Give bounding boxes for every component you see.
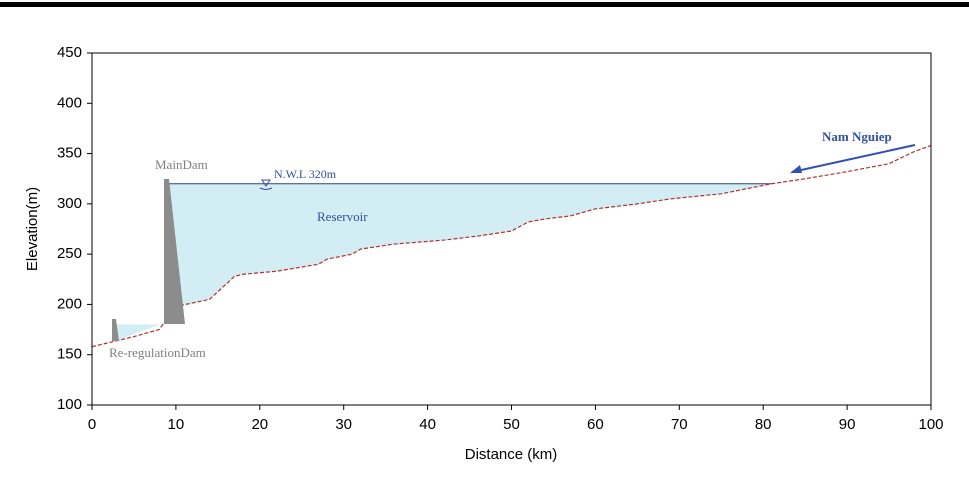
- annotation: MainDam: [155, 157, 208, 172]
- x-tick-label: 50: [503, 416, 520, 433]
- x-tick-label: 0: [88, 416, 96, 433]
- reregulation-dam: [112, 319, 119, 341]
- riverbed-line: [91, 144, 932, 348]
- reservoir: [168, 183, 772, 318]
- annotation: Re-regulationDam: [109, 345, 206, 360]
- x-tick-label: 20: [251, 416, 268, 433]
- x-tick-label: 10: [168, 416, 185, 433]
- x-tick-label: 100: [918, 416, 943, 433]
- x-axis-label: Distance (km): [465, 446, 558, 463]
- y-tick-label: 150: [57, 346, 82, 363]
- y-tick-label: 400: [57, 94, 82, 111]
- main-dam: [164, 179, 185, 324]
- y-tick-label: 250: [57, 245, 82, 262]
- x-tick-label: 90: [839, 416, 856, 433]
- x-tick-label: 80: [755, 416, 772, 433]
- y-tick-label: 450: [57, 44, 82, 61]
- x-tick-label: 40: [419, 416, 436, 433]
- river-arrow: [791, 144, 916, 173]
- nwl-symbol: [259, 179, 273, 190]
- reregulation-pool: [116, 322, 164, 341]
- annotation: Nam Nguiep: [822, 129, 892, 144]
- y-tick-label: 100: [57, 396, 82, 413]
- annotation: N.W.L 320m: [274, 167, 337, 181]
- x-tick-label: 30: [335, 416, 352, 433]
- y-tick-label: 350: [57, 145, 82, 162]
- y-tick-label: 300: [57, 195, 82, 212]
- river-arrow-head: [790, 165, 802, 173]
- y-tick-label: 200: [57, 295, 82, 312]
- y-axis-label: Elevation(m): [24, 187, 41, 271]
- plot: 0 10 20 30 40 50 60 70 80 90 100 100 150 200 250 300 350…: [57, 44, 944, 433]
- x-tick-label: 60: [587, 416, 604, 433]
- top-rule: [0, 2, 969, 7]
- x-tick-label: 70: [671, 416, 688, 433]
- annotation: Reservoir: [317, 209, 368, 224]
